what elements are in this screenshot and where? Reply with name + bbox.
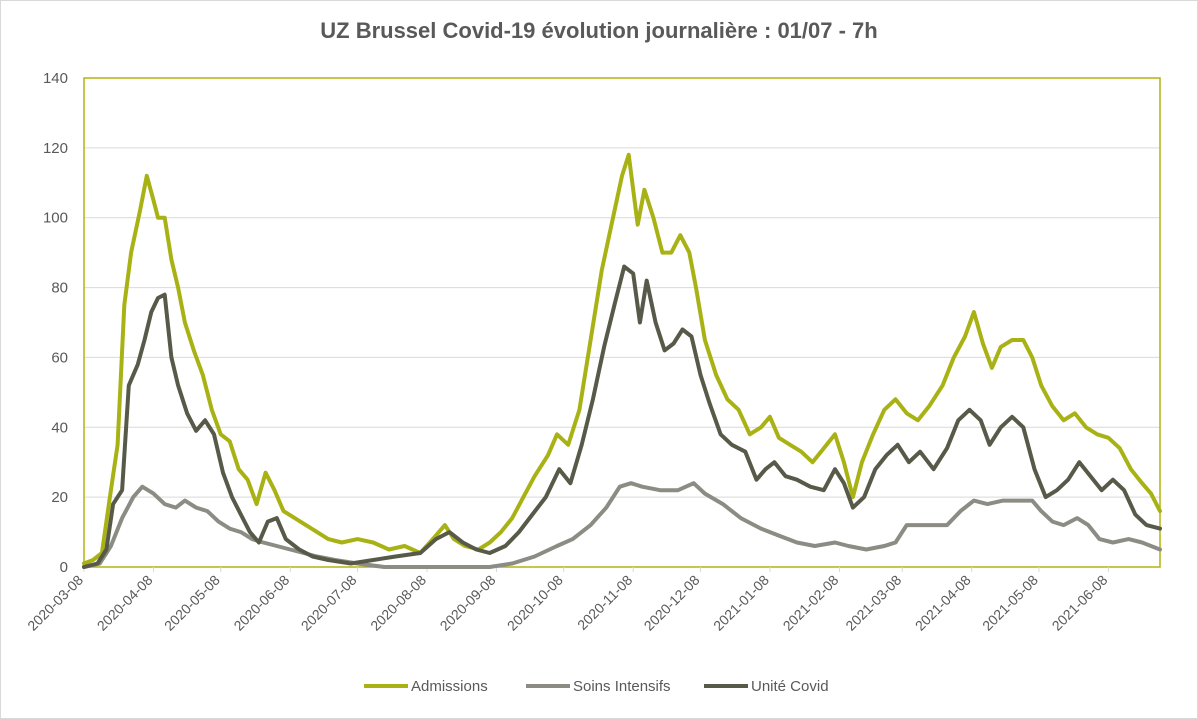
series-lines [82,152,1162,569]
y-tick-label: 20 [51,489,68,506]
chart-title: UZ Brussel Covid-19 évolution journalièr… [320,18,878,43]
x-axis-ticks: 2020-03-08 2020-04-08 2020-05-08 2020-06-08… [24,567,1111,634]
x-tick-label: 2021-01-08 [710,572,772,634]
legend-label: Soins Intensifs [573,678,671,695]
y-tick-label: 0 [60,559,68,576]
x-tick-label: 2021-04-08 [912,572,974,634]
x-tick-label: 2020-11-08 [574,572,635,633]
y-tick-label: 120 [43,140,68,157]
y-axis-ticks: 0 20 40 60 80 100 120 140 [43,70,68,576]
y-tick-label: 40 [51,419,68,436]
legend-item-0[interactable]: Admissions [364,678,488,695]
legend-label: Admissions [411,678,488,695]
x-tick-label: 2020-09-08 [437,572,499,634]
x-tick-label: 2020-06-08 [230,572,292,634]
legend-label: Unité Covid [751,678,829,695]
y-tick-label: 100 [43,210,68,227]
x-tick-label: 2020-12-08 [641,572,703,634]
x-tick-label: 2021-06-08 [1049,572,1111,634]
x-tick-label: 2020-05-08 [161,572,223,634]
y-tick-label: 60 [51,349,68,366]
x-tick-label: 2021-03-08 [842,572,904,634]
x-tick-label: 2020-07-08 [298,572,360,634]
y-tick-label: 140 [43,70,68,87]
x-tick-label: 2020-03-08 [24,572,86,634]
legend-item-1[interactable]: Soins Intensifs [526,678,671,695]
x-tick-label: 2021-02-08 [780,572,842,634]
y-tick-label: 80 [51,280,68,297]
x-tick-label: 2020-10-08 [504,572,566,634]
plot-area-border [83,77,1161,568]
series-line-2 [82,264,1162,569]
legend-item-2[interactable]: Unité Covid [704,678,829,695]
x-tick-label: 2020-08-08 [367,572,429,634]
gridlines [84,77,1160,568]
legend[interactable]: Admissions Soins Intensifs Unité Covid [364,678,829,695]
x-tick-label: 2021-05-08 [979,572,1041,634]
series-line-0 [82,152,1162,566]
series-line-1 [82,481,1162,569]
x-tick-label: 2020-04-08 [94,572,156,634]
